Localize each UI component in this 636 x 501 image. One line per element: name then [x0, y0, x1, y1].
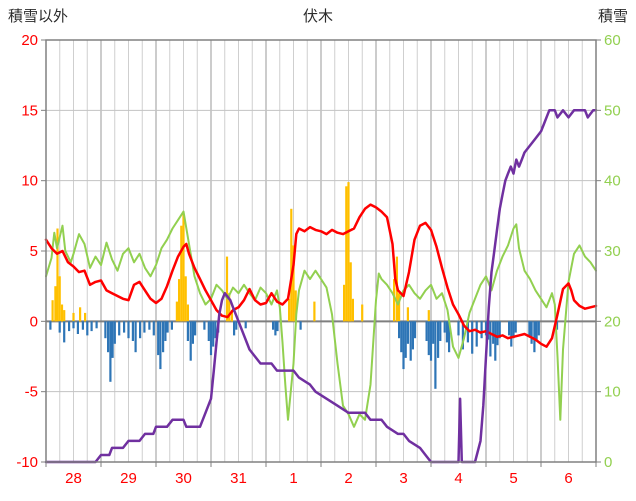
left-axis-title: 積雪以外	[8, 8, 68, 25]
right-axis-ticks: 60 50 40 30 20 10 0	[596, 32, 621, 471]
x-tick-label: 4	[454, 470, 462, 487]
right-axis-title: 積雪	[598, 8, 628, 25]
series-snow-depth-line	[44, 109, 598, 464]
left-tick-label: 15	[21, 102, 38, 119]
x-tick-label: 1	[289, 470, 297, 487]
left-tick-label: -10	[16, 454, 38, 471]
right-tick-label: 20	[604, 313, 621, 330]
x-tick-label: 2	[344, 470, 352, 487]
series-orange-bars	[51, 182, 430, 322]
chart-title: 伏木	[303, 8, 333, 25]
right-tick-label: 60	[604, 32, 621, 49]
x-tick-label: 30	[175, 470, 192, 487]
x-tick-label: 6	[564, 470, 572, 487]
right-tick-label: 40	[604, 173, 621, 190]
right-tick-label: 0	[604, 454, 612, 471]
left-tick-label: 5	[30, 243, 38, 260]
series-green-line	[45, 210, 597, 428]
series-red-line	[44, 203, 598, 348]
left-tick-label: 20	[21, 32, 38, 49]
left-tick-label: -5	[25, 384, 38, 401]
right-tick-label: 50	[604, 102, 621, 119]
left-axis-ticks: 20 15 10 5 0 -5 -10	[16, 32, 46, 471]
x-tick-label: 3	[399, 470, 407, 487]
x-tick-label: 31	[230, 470, 247, 487]
left-tick-label: 10	[21, 173, 38, 190]
right-tick-label: 30	[604, 243, 621, 260]
right-tick-label: 10	[604, 384, 621, 401]
x-tick-label: 28	[65, 470, 82, 487]
x-axis-ticks: 28 29 30 31 1 2 3 4 5 6	[45, 462, 597, 487]
left-tick-label: 0	[30, 313, 38, 330]
series-blue-bars	[49, 321, 559, 389]
x-tick-label: 5	[509, 470, 517, 487]
x-tick-label: 29	[120, 470, 137, 487]
